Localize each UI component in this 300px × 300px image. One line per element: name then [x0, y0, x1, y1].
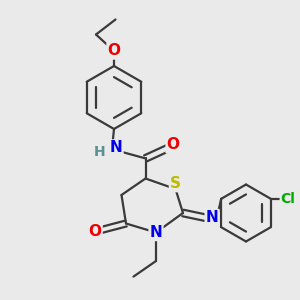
Text: Cl: Cl [280, 192, 296, 206]
Text: N: N [150, 225, 162, 240]
Text: N: N [110, 140, 122, 155]
Text: H: H [94, 146, 106, 159]
Text: O: O [167, 137, 180, 152]
Text: O: O [107, 44, 121, 59]
Text: O: O [88, 224, 102, 239]
Text: S: S [170, 176, 181, 191]
Text: N: N [206, 210, 218, 225]
